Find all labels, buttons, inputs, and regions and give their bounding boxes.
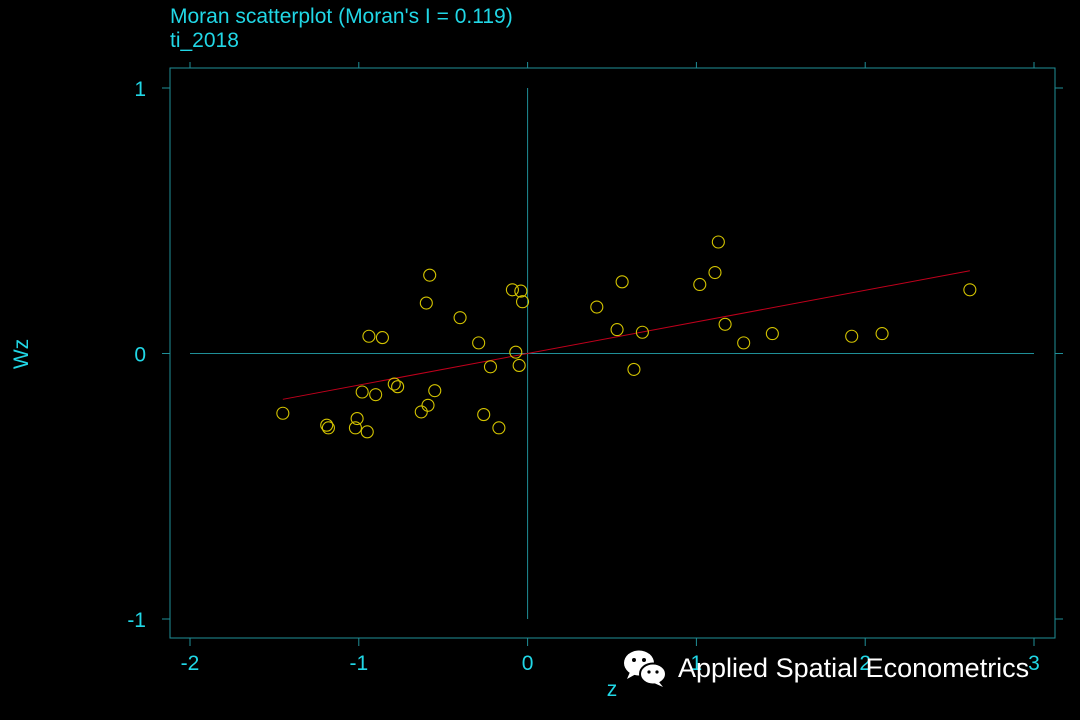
watermark-text: Applied Spatial Econometrics (678, 652, 1030, 683)
reference-lines (190, 88, 1034, 619)
data-point (419, 296, 433, 310)
watermark: Applied Spatial Econometrics (622, 648, 1029, 688)
data-point (355, 385, 369, 399)
data-point (635, 325, 649, 339)
y-tick-label: 1 (134, 78, 146, 101)
data-point (453, 311, 467, 325)
data-point (414, 405, 428, 419)
data-point (509, 345, 523, 359)
x-tick-label: 1 (691, 652, 703, 675)
data-point (387, 377, 401, 391)
data-point (362, 329, 376, 343)
data-points (276, 235, 977, 439)
data-point (711, 235, 725, 249)
data-point (515, 295, 530, 309)
data-point (615, 275, 629, 289)
x-tick-label: -1 (349, 652, 368, 675)
data-point (765, 327, 779, 341)
data-point (320, 418, 334, 432)
x-tick-label: 0 (522, 652, 534, 675)
data-point (477, 408, 491, 422)
data-point (590, 300, 604, 314)
data-point (737, 336, 751, 350)
fit-line (282, 270, 970, 400)
data-point (428, 384, 442, 398)
wechat-icon (624, 650, 667, 687)
data-point (505, 283, 519, 297)
data-point (845, 329, 859, 343)
data-point (375, 331, 389, 345)
y-tick-label: -1 (127, 609, 146, 632)
chart-subtitle: ti_2018 (170, 29, 239, 52)
data-point (472, 336, 486, 350)
data-point (350, 411, 364, 426)
data-point (718, 317, 732, 331)
y-axis-label: Wz (10, 339, 33, 369)
data-point (276, 406, 290, 420)
data-point (321, 421, 335, 435)
data-point (512, 358, 526, 372)
data-point (360, 425, 374, 439)
data-point (391, 380, 405, 394)
data-point (693, 277, 707, 292)
chart-title: Moran scatterplot (Moran's I = 0.119) (170, 5, 513, 28)
data-point (348, 421, 362, 435)
data-point (963, 283, 977, 297)
axis-ticks: -2 -1 0 1 2 3 -1 0 1 (127, 62, 1063, 675)
data-point (514, 284, 528, 298)
x-tick-label: 3 (1028, 652, 1040, 675)
data-point (492, 421, 506, 435)
data-point (627, 362, 641, 376)
x-tick-label: 2 (859, 652, 871, 675)
data-point (369, 388, 383, 402)
data-point (421, 398, 435, 412)
data-point (483, 360, 498, 374)
data-point (423, 268, 437, 282)
data-point (875, 327, 889, 341)
data-point (708, 265, 722, 280)
data-point (610, 323, 624, 337)
x-axis-label: z (607, 678, 618, 701)
y-tick-label: 0 (134, 344, 146, 367)
x-tick-label: -2 (181, 652, 200, 675)
